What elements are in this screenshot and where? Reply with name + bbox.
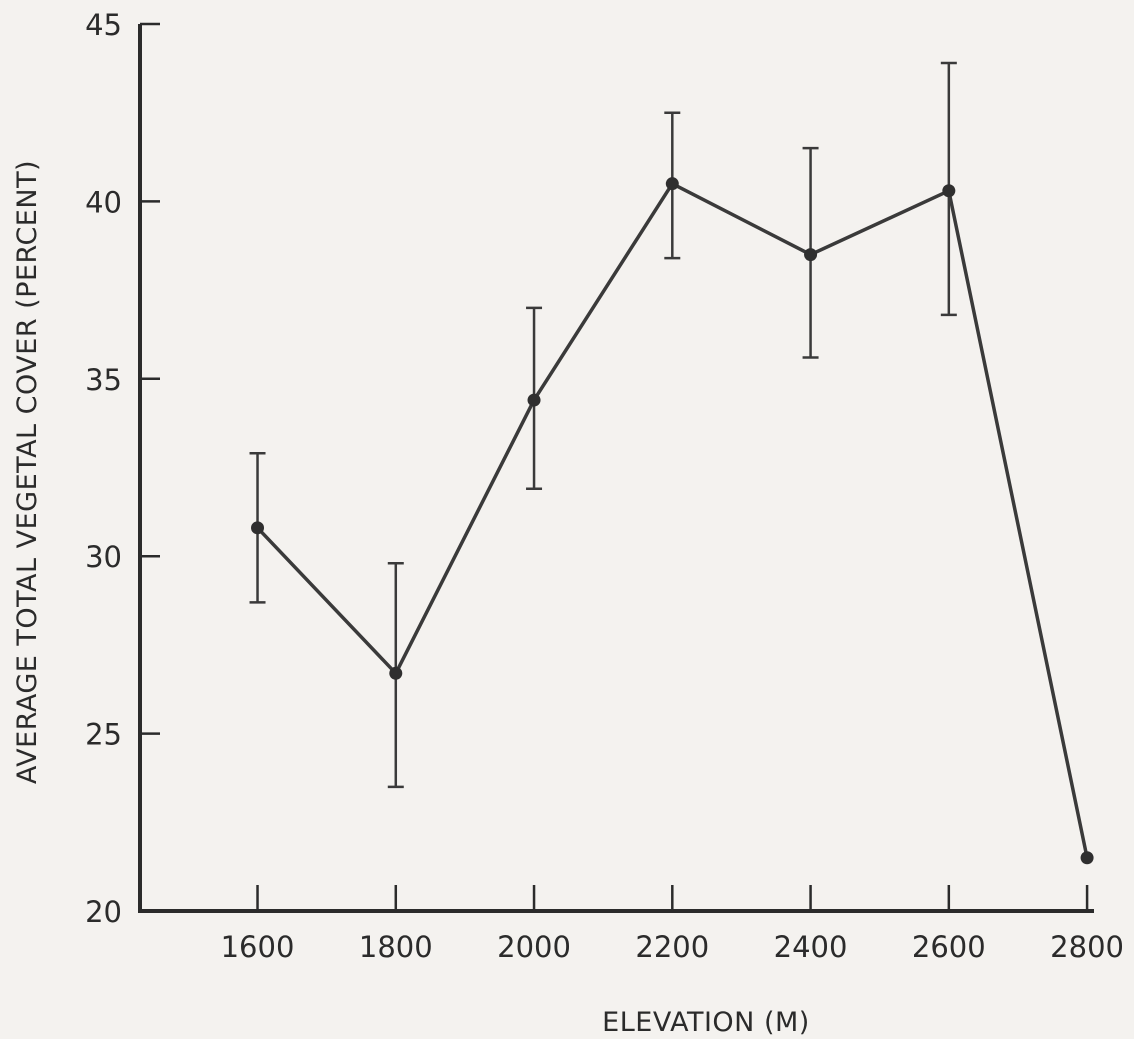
y-tick-label: 40 [85, 185, 122, 219]
x-axis-label: ELEVATION (M) [602, 1007, 810, 1038]
y-tick-label: 25 [85, 718, 122, 752]
x-tick-label: 2000 [497, 930, 571, 964]
data-point [527, 393, 541, 407]
x-tick-label: 1600 [221, 930, 295, 964]
y-tick-label: 45 [85, 8, 122, 42]
ticks: 20 25 30 35 40 45 1600 1800 2000 2200 2400 2600 2800 [85, 8, 1124, 964]
data-point [665, 177, 679, 191]
x-tick-label: 2200 [635, 930, 709, 964]
data-point [389, 666, 403, 680]
data-point [804, 248, 818, 262]
data-point [942, 184, 956, 198]
x-tick-label: 2800 [1050, 930, 1124, 964]
x-tick-label: 1800 [359, 930, 433, 964]
y-tick-label: 30 [85, 540, 122, 574]
x-tick-label: 2400 [774, 930, 848, 964]
series [256, 181, 1089, 859]
axes [138, 24, 1094, 913]
y-tick-label: 20 [85, 895, 122, 929]
series-line [256, 181, 1089, 859]
data-point [1080, 851, 1094, 865]
y-tick-label: 35 [85, 363, 122, 397]
data-point [251, 521, 265, 535]
error-bars [249, 61, 957, 789]
points [251, 177, 1094, 865]
x-tick-label: 2600 [912, 930, 986, 964]
y-axis-label: AVERAGE TOTAL VEGETAL COVER (PERCENT) [12, 160, 43, 784]
